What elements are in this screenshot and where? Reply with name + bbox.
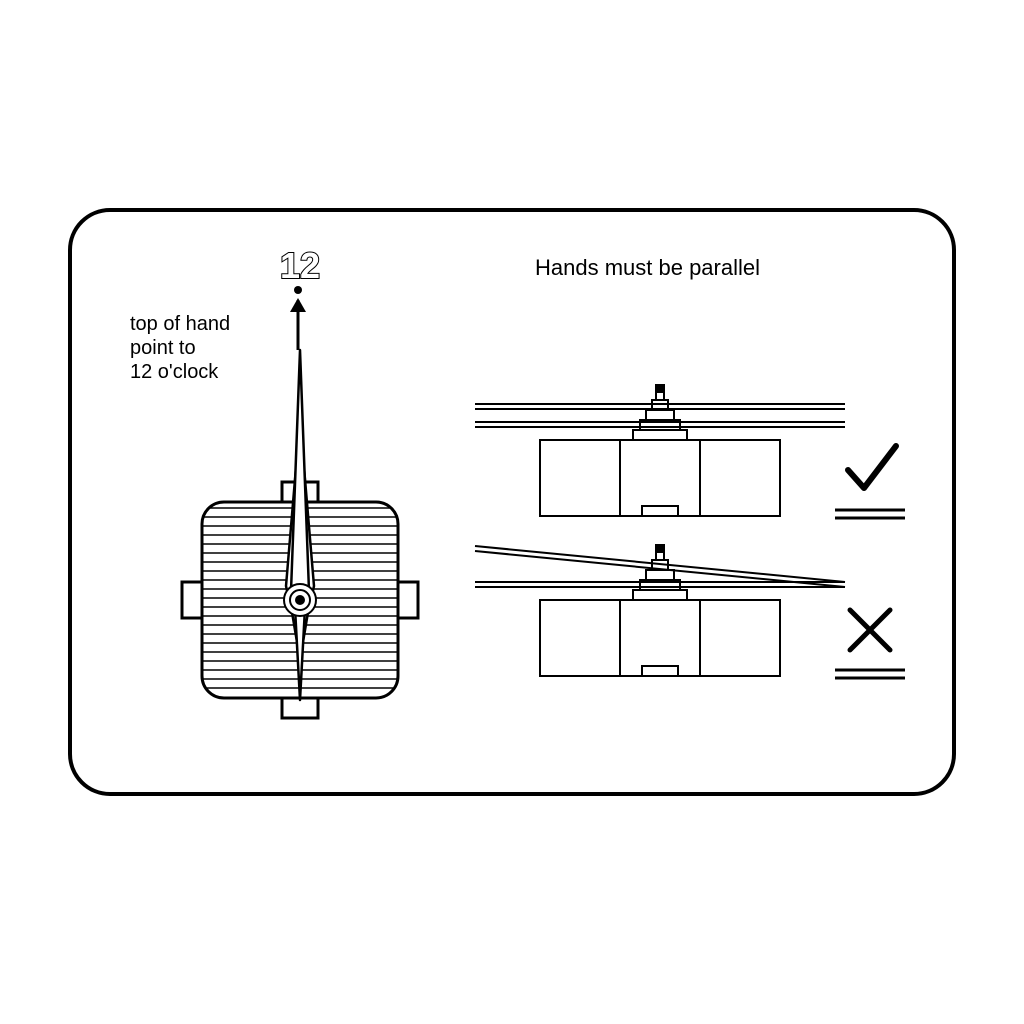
diagram-canvas: 12 top of handpoint to12 o'clock Hands mus… [0, 0, 1024, 1024]
outer-frame [70, 210, 954, 794]
twelve-label: 12 [280, 245, 320, 286]
instruction-line: point to [130, 337, 196, 359]
movement-tab-left [182, 582, 202, 618]
instruction-line: top of hand [130, 313, 230, 335]
parallel-title: Hands must be parallel [535, 255, 760, 280]
diagram-svg: 12 top of handpoint to12 o'clock Hands mus… [0, 0, 1024, 1024]
movement-tab-right [398, 582, 418, 618]
instruction-line: 12 o'clock [130, 361, 219, 383]
hand-hub-inner [295, 595, 305, 605]
twelve-dot [294, 286, 302, 294]
